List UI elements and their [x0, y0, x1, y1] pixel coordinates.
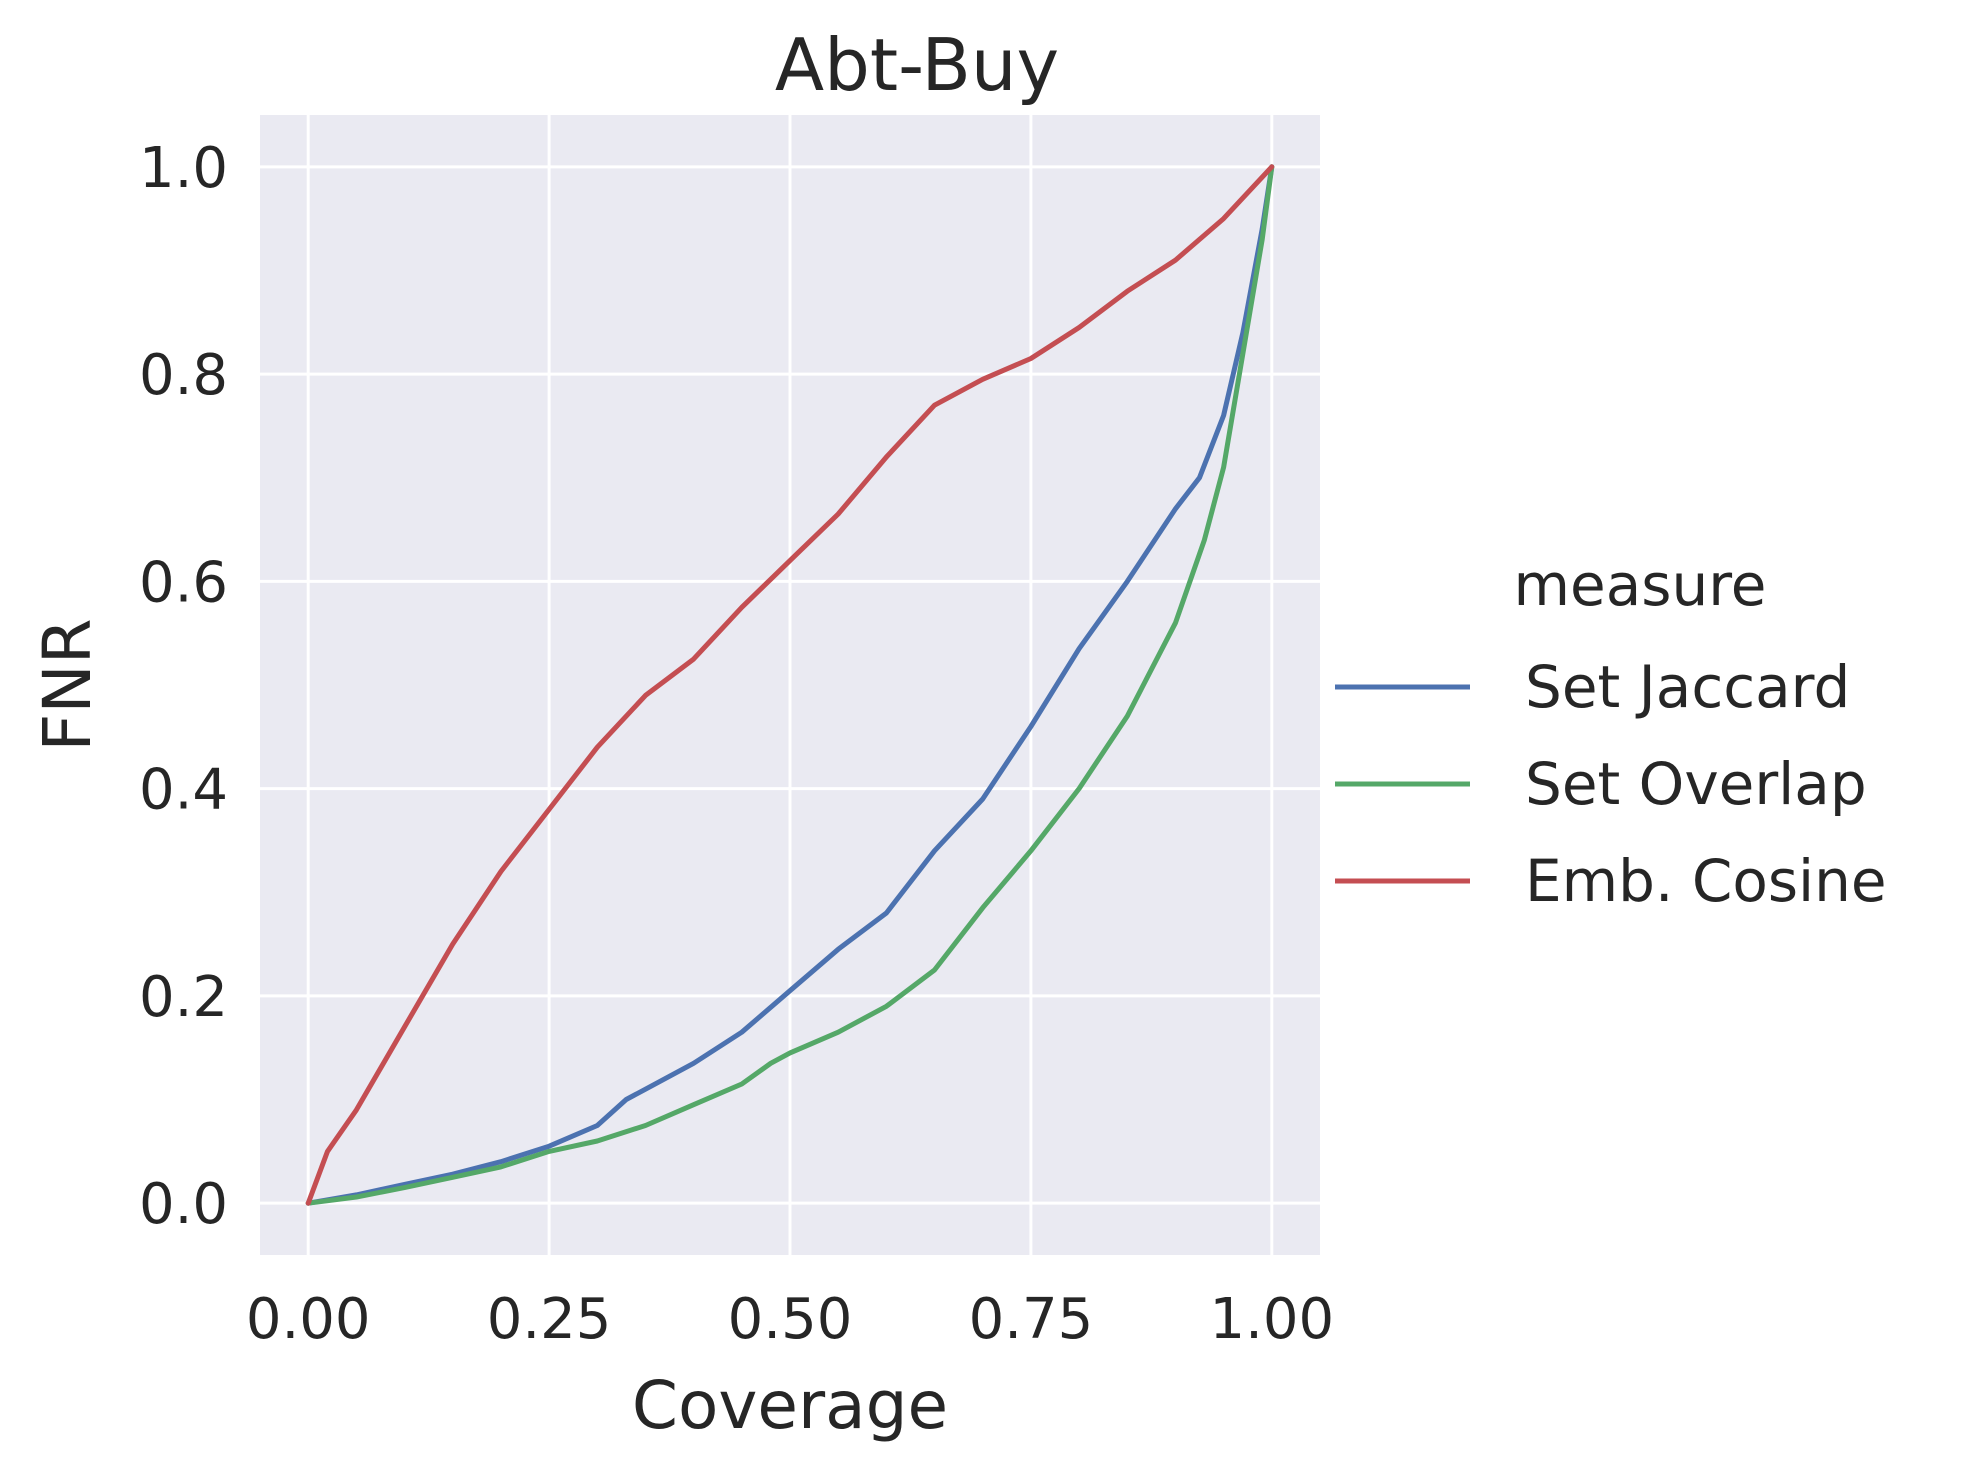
y-axis-label: FNR [29, 618, 106, 751]
x-tick-label: 0.25 [487, 1287, 612, 1352]
y-tick-label: 0.6 [139, 550, 228, 615]
x-axis-label: Coverage [632, 1367, 948, 1444]
legend-label-set-jaccard: Set Jaccard [1525, 653, 1850, 721]
legend-label-emb-cosine: Emb. Cosine [1525, 847, 1887, 915]
legend: measure Set Jaccard Set Overlap Emb. Cosin… [1335, 551, 1887, 915]
y-tick-label: 0.8 [139, 343, 228, 408]
y-tick-label: 1.0 [139, 136, 228, 201]
y-tick-label: 0.0 [139, 1172, 228, 1237]
x-tick-label: 0.75 [969, 1287, 1094, 1352]
x-tick-label: 0.50 [728, 1287, 853, 1352]
y-tick-label: 0.4 [139, 758, 228, 823]
x-tick-label: 1.00 [1209, 1287, 1334, 1352]
chart-title: Abt-Buy [775, 23, 1059, 107]
legend-title: measure [1514, 551, 1767, 619]
x-tick-label: 0.00 [246, 1287, 371, 1352]
legend-label-set-overlap: Set Overlap [1525, 750, 1867, 818]
y-tick-label: 0.2 [139, 965, 228, 1030]
